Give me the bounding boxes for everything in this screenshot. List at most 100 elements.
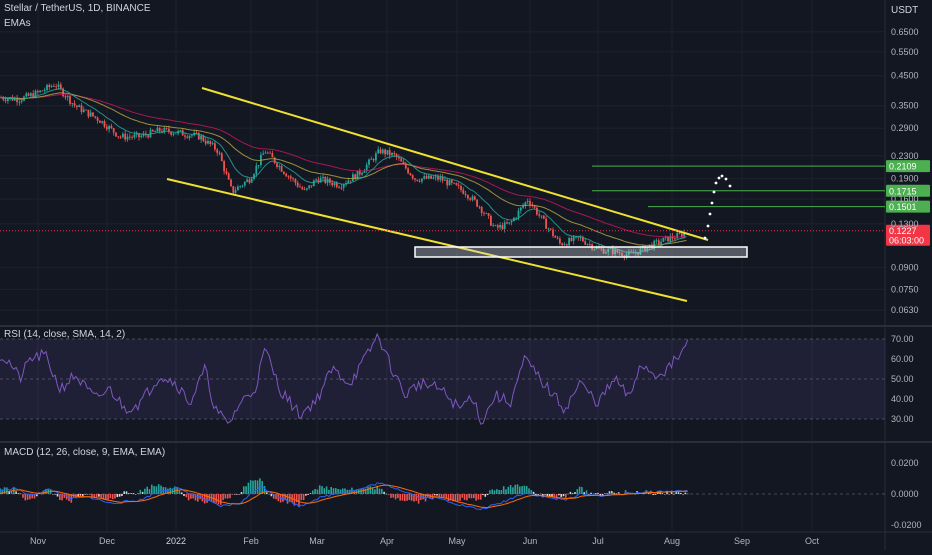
candle-body (611, 248, 614, 255)
macd-histogram-bar (608, 491, 611, 494)
macd-histogram-bar (424, 494, 427, 502)
candle-body (508, 222, 511, 224)
macd-histogram-bar (252, 480, 254, 494)
candle-body (66, 96, 69, 98)
candle-body (676, 233, 679, 239)
candle-body (39, 90, 41, 93)
candle-body (526, 200, 529, 203)
candle-body (202, 135, 205, 141)
time-axis-label: 2022 (166, 536, 186, 546)
candle-body (381, 149, 384, 154)
macd-histogram-bar (475, 494, 477, 501)
macd-histogram-bar (178, 490, 181, 494)
candle-body (457, 185, 460, 187)
candle-body (46, 84, 48, 90)
ema-indicator-label[interactable]: EMAs (4, 18, 31, 29)
macd-histogram-bar (562, 494, 565, 497)
macd-histogram-bar (558, 494, 560, 496)
candle-body (565, 244, 568, 246)
macd-histogram-bar (302, 494, 305, 501)
candle-body (462, 189, 465, 194)
macd-histogram-bar (95, 494, 98, 498)
macd-histogram-bar (17, 493, 20, 494)
candle-body (59, 84, 62, 89)
candle-body (444, 179, 446, 181)
macd-histogram-bar (374, 489, 376, 494)
candle-body (25, 93, 28, 97)
macd-histogram-bar (203, 494, 206, 504)
macd-histogram-bar (206, 494, 208, 503)
candle-body (600, 248, 603, 250)
macd-histogram-bar (167, 488, 169, 494)
macd-histogram-bar (10, 490, 13, 494)
candle-body (427, 175, 430, 179)
candle-body (200, 135, 202, 140)
macd-histogram-bar (286, 494, 289, 504)
macd-title[interactable]: MACD (12, 26, close, 9, EMA, EMA) (4, 447, 166, 458)
candle-body (455, 183, 458, 186)
candle-body (425, 176, 428, 179)
candle-body (407, 168, 409, 174)
projection-dot (708, 212, 712, 216)
macd-tick-label: -0.0200 (891, 520, 922, 530)
macd-histogram-bar (479, 494, 482, 500)
macd-histogram-bar (390, 494, 392, 498)
macd-histogram-bar (560, 494, 562, 497)
candle-body (131, 136, 133, 138)
macd-histogram-bar (548, 494, 551, 498)
macd-histogram-bar (231, 493, 234, 495)
candle-body (515, 217, 518, 219)
macd-histogram-bar (63, 494, 66, 498)
macd-histogram-bar (450, 494, 452, 501)
macd-histogram-bar (539, 493, 542, 495)
macd-histogram-bar (344, 488, 346, 494)
macd-histogram-bar (180, 492, 183, 494)
candle-body (110, 125, 113, 129)
candle-body (36, 90, 39, 93)
macd-histogram-bar (482, 494, 484, 496)
macd-histogram-bar (233, 494, 236, 495)
candle-body (536, 207, 538, 215)
candle-body (138, 133, 140, 138)
candle-body (312, 180, 315, 187)
candle-body (124, 133, 127, 140)
macd-histogram-bar (505, 489, 507, 494)
macd-histogram-bar (194, 494, 197, 501)
candle-body (71, 103, 74, 105)
macd-histogram-bar (574, 492, 576, 494)
candle-body (487, 213, 490, 216)
candle-body (271, 153, 274, 158)
candle-body (92, 112, 94, 117)
candle-body (89, 112, 92, 117)
macd-histogram-bar (394, 494, 397, 500)
candle-body (579, 237, 582, 239)
candle-body (96, 117, 99, 121)
macd-histogram-bar (185, 494, 188, 498)
candle-body (510, 221, 513, 223)
macd-histogram-bar (525, 486, 528, 494)
macd-histogram-bar (362, 488, 365, 494)
candle-body (2, 97, 5, 100)
candle-body (416, 179, 419, 181)
candle-body (418, 180, 421, 182)
macd-histogram-bar (617, 492, 620, 494)
macd-histogram-bar (613, 492, 615, 494)
candle-body (69, 96, 71, 104)
macd-histogram-bar (123, 491, 125, 494)
candle-body (577, 236, 580, 238)
candle-body (354, 174, 357, 179)
candle-body (250, 179, 253, 183)
macd-histogram-bar (615, 493, 618, 494)
candle-body (27, 93, 30, 96)
candle-body (644, 246, 646, 252)
candle-body (614, 249, 616, 255)
macd-histogram-bar (555, 494, 558, 499)
symbol-title[interactable]: Stellar / TetherUS, 1D, BINANCE (4, 3, 151, 14)
candle-body (269, 152, 271, 154)
candle-body (168, 128, 170, 132)
rsi-title[interactable]: RSI (14, close, SMA, 14, 2) (4, 329, 126, 340)
macd-histogram-bar (381, 488, 383, 494)
time-axis-label: Aug (664, 536, 680, 546)
